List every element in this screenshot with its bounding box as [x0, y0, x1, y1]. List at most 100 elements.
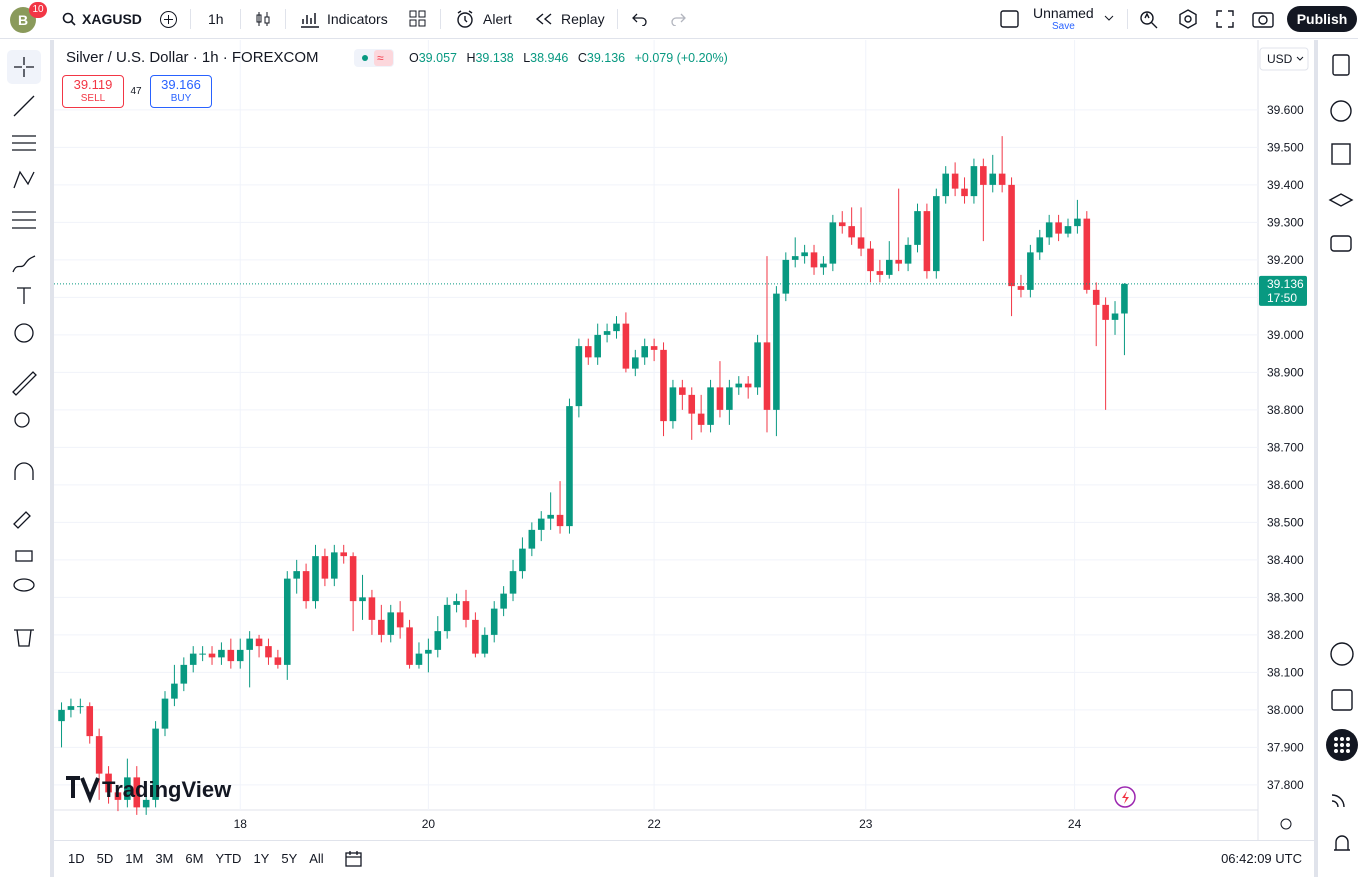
- calendar-icon[interactable]: [1331, 689, 1353, 711]
- templates-icon[interactable]: [409, 10, 427, 28]
- crosshair-tool[interactable]: [14, 57, 34, 77]
- candle-body: [227, 649, 235, 662]
- candle-body: [236, 649, 244, 662]
- crosshair-tool-bg[interactable]: [7, 50, 41, 84]
- interval[interactable]: 1h: [208, 11, 224, 27]
- save-label[interactable]: Save: [1052, 21, 1075, 32]
- symbol-search[interactable]: XAGUSD: [82, 11, 142, 27]
- fullscreen-icon[interactable]: [1216, 10, 1234, 28]
- replay-button[interactable]: Replay: [561, 11, 605, 27]
- sell-label[interactable]: SELL: [80, 93, 106, 104]
- ruler-tool[interactable]: [12, 371, 37, 396]
- compare-icon[interactable]: [159, 10, 178, 29]
- axis-settings-icon[interactable]: [1280, 818, 1292, 830]
- candle-body: [820, 263, 827, 268]
- buy-label[interactable]: BUY: [170, 93, 192, 104]
- range-button[interactable]: 5D: [96, 851, 114, 866]
- chart-type-icon[interactable]: [254, 10, 272, 28]
- alerts-icon[interactable]: [1330, 100, 1352, 122]
- candle-body: [970, 166, 978, 197]
- forecast-tool[interactable]: [12, 211, 36, 229]
- candle-body: [989, 173, 997, 185]
- indicators-button[interactable]: Indicators: [327, 11, 388, 27]
- candle-body: [584, 346, 592, 358]
- candle-body: [67, 706, 75, 710]
- change-value: +0.079 (+0.20%): [635, 51, 728, 65]
- watchlist-icon[interactable]: [1332, 54, 1350, 76]
- candle-body: [1121, 283, 1128, 314]
- clock[interactable]: 06:42:09 UTC: [1221, 851, 1302, 866]
- candle-body: [885, 259, 893, 275]
- lightning-icon[interactable]: [1114, 786, 1136, 808]
- candle-body: [124, 777, 131, 800]
- news-icon[interactable]: [1331, 143, 1351, 165]
- chat-icon[interactable]: [1330, 235, 1352, 252]
- notifications-icon[interactable]: [1334, 835, 1350, 851]
- range-button[interactable]: 6M: [185, 851, 204, 866]
- candle-body: [867, 248, 874, 272]
- y-tick-label: 39.000: [1267, 328, 1304, 342]
- layout-name[interactable]: Unnamed: [1033, 5, 1094, 21]
- lock-drawing-tool[interactable]: [13, 511, 31, 529]
- candle-body: [942, 173, 950, 197]
- ohlc-legend: O39.057 H39.138 L38.946 C39.136 +0.079 (…: [409, 51, 728, 65]
- layers-icon[interactable]: [1328, 193, 1354, 207]
- high-key: H: [466, 51, 475, 65]
- range-button[interactable]: All: [309, 851, 324, 866]
- buy-price[interactable]: 39.166: [161, 77, 201, 92]
- trend-line-tool[interactable]: [13, 95, 35, 117]
- range-button[interactable]: 3M: [155, 851, 174, 866]
- candle-body: [754, 342, 761, 388]
- candle-body: [519, 548, 526, 572]
- redo-icon[interactable]: [670, 12, 686, 26]
- x-tick-label: 18: [234, 817, 248, 831]
- candle-body: [895, 259, 902, 264]
- candle-body: [566, 406, 573, 527]
- settings-icon[interactable]: [1178, 9, 1198, 29]
- pine-icon[interactable]: [1330, 642, 1354, 666]
- replay-icon[interactable]: [535, 12, 553, 26]
- candle-body: [208, 653, 216, 658]
- range-button[interactable]: 1Y: [253, 851, 270, 866]
- alert-button[interactable]: Alert: [483, 11, 512, 27]
- candle-body: [152, 728, 159, 800]
- layout-icon[interactable]: [1000, 10, 1020, 28]
- undo-icon[interactable]: [632, 12, 648, 26]
- sell-price[interactable]: 39.119: [73, 77, 113, 92]
- indicators-icon[interactable]: [300, 10, 320, 28]
- range-button[interactable]: 5Y: [281, 851, 298, 866]
- text-tool[interactable]: [17, 287, 31, 304]
- hide-tool[interactable]: [13, 578, 35, 592]
- x-tick-label: 22: [647, 817, 661, 831]
- currency-select[interactable]: [1259, 47, 1309, 71]
- publish-button[interactable]: Publish: [1287, 6, 1357, 32]
- y-tick-label: 39.600: [1267, 103, 1304, 117]
- currency[interactable]: USD: [1267, 52, 1293, 66]
- dropdown-icon[interactable]: [1104, 15, 1114, 23]
- range-button[interactable]: YTD: [215, 851, 242, 866]
- zoom-tool[interactable]: [14, 412, 30, 428]
- candle-body: [594, 334, 601, 358]
- y-tick-label: 38.700: [1267, 440, 1304, 454]
- delete-tool[interactable]: [14, 629, 34, 647]
- goto-date-icon[interactable]: [344, 850, 364, 868]
- pattern-tool[interactable]: [13, 170, 35, 189]
- magnet-tool[interactable]: [14, 462, 34, 480]
- candle-body: [1017, 286, 1025, 290]
- alert-icon[interactable]: [455, 9, 475, 29]
- range-button[interactable]: 1D: [68, 851, 85, 866]
- snapshot-icon[interactable]: [1252, 9, 1274, 29]
- emoji-tool[interactable]: [14, 323, 34, 343]
- buy-button[interactable]: 39.166 BUY: [150, 75, 212, 108]
- lock-tool[interactable]: [15, 550, 33, 562]
- fib-tool[interactable]: [12, 135, 36, 151]
- range-button[interactable]: 1M: [125, 851, 144, 866]
- quick-search-icon[interactable]: [1139, 9, 1159, 29]
- sell-button[interactable]: 39.119 SELL: [62, 75, 124, 108]
- lightning-bolt: [1122, 791, 1129, 804]
- y-tick-label: 39.300: [1267, 215, 1304, 229]
- brush-tool[interactable]: [12, 255, 36, 273]
- open-value: 39.057: [419, 51, 457, 65]
- stream-icon[interactable]: [1331, 794, 1345, 808]
- candle-body: [293, 571, 300, 579]
